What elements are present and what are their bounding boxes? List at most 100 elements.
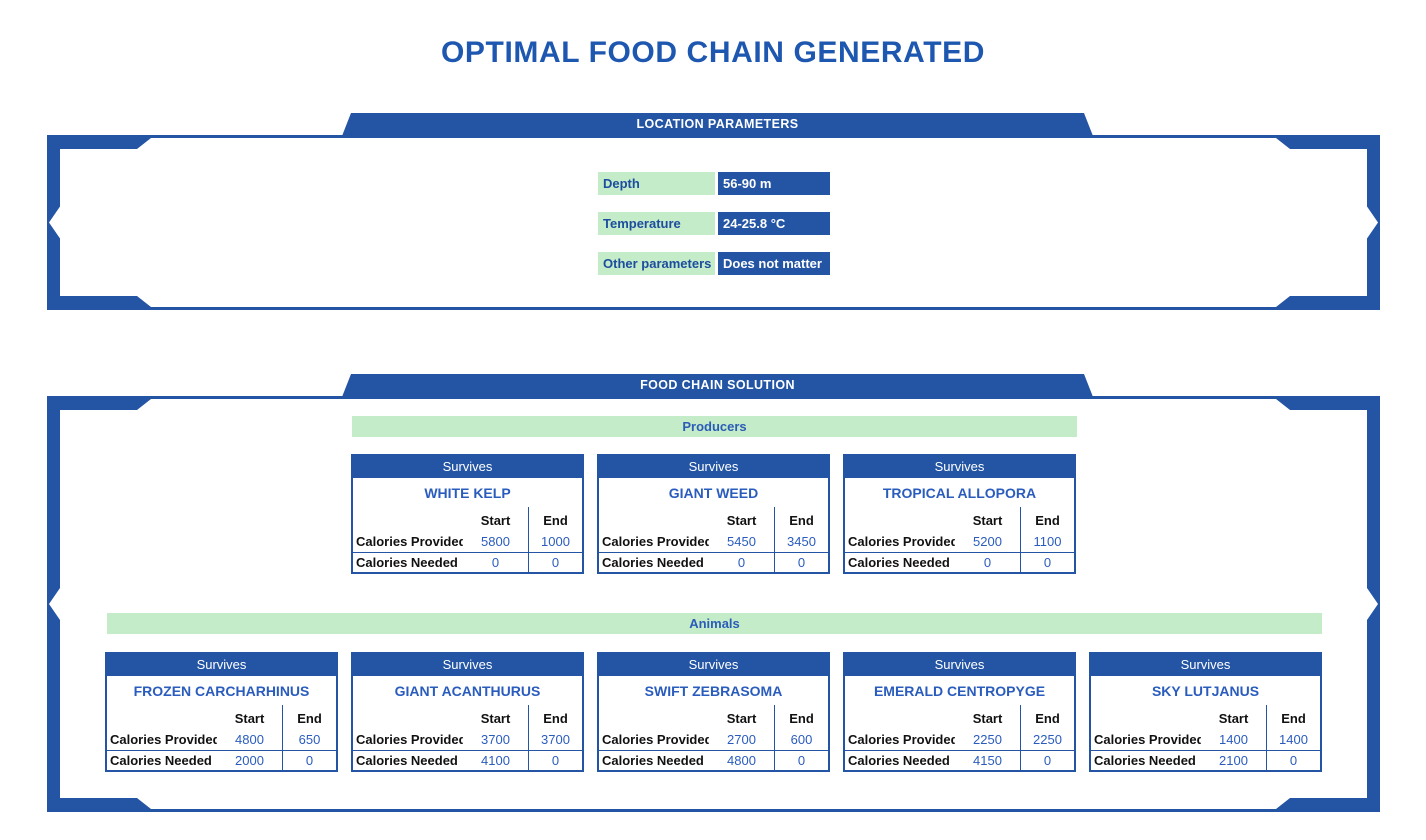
- calories-needed-start: 0: [709, 552, 774, 572]
- calories-needed-end: 0: [528, 750, 582, 770]
- calories-provided-start: 5200: [973, 534, 1002, 549]
- spacer-cell: [599, 507, 709, 531]
- calories-provided-label: Calories Provided: [848, 534, 955, 549]
- animals-band: Animals: [107, 613, 1322, 634]
- calories-needed-label: Calories Needed: [353, 750, 463, 770]
- calories-provided-row: Calories Provided 5450 3450: [599, 531, 828, 552]
- parameter-label: Depth: [598, 172, 715, 195]
- start-column-header: Start: [972, 711, 1003, 726]
- survives-header: Survives: [599, 456, 828, 478]
- end-column-header: End: [774, 507, 828, 531]
- parameter-value: 24-25.8 °C: [718, 212, 830, 235]
- calories-provided-end: 3450: [774, 531, 828, 552]
- calories-provided-label: Calories Provided: [356, 732, 463, 747]
- location-parameters-list: Depth 56-90 m Temperature 24-25.8 °C Oth…: [598, 172, 830, 292]
- calories-header-row: Start End: [599, 507, 828, 531]
- species-name: FROZEN CARCHARHINUS: [133, 683, 310, 699]
- parameter-row-other: Other parameters Does not matter: [598, 252, 830, 275]
- parameter-value: Does not matter: [718, 252, 830, 275]
- calories-needed-start: 4100: [463, 750, 528, 770]
- start-column-header: Start: [726, 711, 757, 726]
- calories-needed-label: Calories Needed: [599, 552, 709, 572]
- parameter-value: 56-90 m: [718, 172, 830, 195]
- calories-provided-start: 2700: [727, 732, 756, 747]
- species-name: GIANT WEED: [668, 485, 759, 501]
- calories-provided-label: Calories Provided: [1094, 732, 1201, 747]
- calories-provided-row: Calories Provided 2700 600: [599, 729, 828, 750]
- calories-provided-row: Calories Provided 3700 3700: [353, 729, 582, 750]
- calories-needed-label: Calories Needed: [107, 750, 217, 770]
- calories-needed-start: 4150: [955, 750, 1020, 770]
- producer-card: Survives GIANT WEED Start End Calories P…: [597, 454, 830, 574]
- calories-needed-end: 0: [282, 750, 336, 770]
- calories-needed-label: Calories Needed: [599, 750, 709, 770]
- calories-provided-start: 5450: [727, 534, 756, 549]
- calories-needed-end: 0: [1020, 552, 1074, 572]
- end-column-header: End: [528, 507, 582, 531]
- frame-right-border: [1367, 396, 1380, 812]
- start-column-header: Start: [480, 513, 511, 528]
- parameter-row-depth: Depth 56-90 m: [598, 172, 830, 195]
- end-column-header: End: [282, 705, 336, 729]
- calories-needed-row: Calories Needed 0 0: [599, 552, 828, 572]
- producer-card: Survives WHITE KELP Start End Calories P…: [351, 454, 584, 574]
- location-parameters-panel: Depth 56-90 m Temperature 24-25.8 °C Oth…: [47, 135, 1380, 310]
- producers-cards-row: Survives WHITE KELP Start End Calories P…: [351, 454, 1076, 574]
- animals-cards-row: Survives FROZEN CARCHARHINUS Start End C…: [105, 652, 1322, 772]
- end-column-header: End: [1020, 507, 1074, 531]
- start-column-header: Start: [972, 513, 1003, 528]
- frame-left-border: [47, 396, 60, 812]
- calories-needed-row: Calories Needed 4100 0: [353, 750, 582, 770]
- frame-bottom-border: [47, 296, 1380, 310]
- animal-card: Survives SWIFT ZEBRASOMA Start End Calor…: [597, 652, 830, 772]
- spacer-cell: [1091, 705, 1201, 729]
- end-column-header: End: [528, 705, 582, 729]
- calories-provided-row: Calories Provided 5800 1000: [353, 531, 582, 552]
- calories-needed-start: 2000: [217, 750, 282, 770]
- calories-provided-end: 1000: [528, 531, 582, 552]
- calories-header-row: Start End: [845, 507, 1074, 531]
- location-parameters-banner: LOCATION PARAMETERS: [342, 113, 1093, 136]
- calories-header-row: Start End: [353, 507, 582, 531]
- calories-provided-end: 3700: [528, 729, 582, 750]
- frame-left-border: [47, 135, 60, 310]
- calories-needed-label: Calories Needed: [1091, 750, 1201, 770]
- calories-provided-end: 600: [774, 729, 828, 750]
- calories-provided-start: 5800: [481, 534, 510, 549]
- spacer-cell: [845, 705, 955, 729]
- animal-card: Survives EMERALD CENTROPYGE Start End Ca…: [843, 652, 1076, 772]
- spacer-cell: [353, 507, 463, 531]
- calories-needed-end: 0: [1020, 750, 1074, 770]
- food-chain-solution-banner: FOOD CHAIN SOLUTION: [342, 374, 1093, 397]
- calories-provided-label: Calories Provided: [356, 534, 463, 549]
- calories-header-row: Start End: [1091, 705, 1320, 729]
- calories-provided-label: Calories Provided: [848, 732, 955, 747]
- calories-needed-label: Calories Needed: [353, 552, 463, 572]
- calories-needed-label: Calories Needed: [845, 552, 955, 572]
- calories-provided-row: Calories Provided 5200 1100: [845, 531, 1074, 552]
- calories-provided-row: Calories Provided 2250 2250: [845, 729, 1074, 750]
- calories-provided-end: 1400: [1266, 729, 1320, 750]
- calories-needed-row: Calories Needed 4800 0: [599, 750, 828, 770]
- survives-header: Survives: [845, 654, 1074, 676]
- survives-header: Survives: [599, 654, 828, 676]
- page-title: OPTIMAL FOOD CHAIN GENERATED: [440, 36, 986, 69]
- calories-needed-start: 0: [955, 552, 1020, 572]
- survives-header: Survives: [353, 654, 582, 676]
- start-column-header: Start: [726, 513, 757, 528]
- calories-provided-start: 4800: [235, 732, 264, 747]
- calories-provided-label: Calories Provided: [602, 534, 709, 549]
- animal-card: Survives GIANT ACANTHURUS Start End Calo…: [351, 652, 584, 772]
- species-name: SKY LUTJANUS: [1151, 683, 1260, 699]
- calories-header-row: Start End: [353, 705, 582, 729]
- animal-card: Survives FROZEN CARCHARHINUS Start End C…: [105, 652, 338, 772]
- spacer-cell: [353, 705, 463, 729]
- spacer-cell: [107, 705, 217, 729]
- frame-bottom-border: [47, 798, 1380, 812]
- survives-header: Survives: [1091, 654, 1320, 676]
- species-name: WHITE KELP: [424, 485, 511, 501]
- calories-provided-label: Calories Provided: [110, 732, 217, 747]
- calories-provided-end: 2250: [1020, 729, 1074, 750]
- calories-provided-end: 1100: [1020, 531, 1074, 552]
- calories-provided-row: Calories Provided 4800 650: [107, 729, 336, 750]
